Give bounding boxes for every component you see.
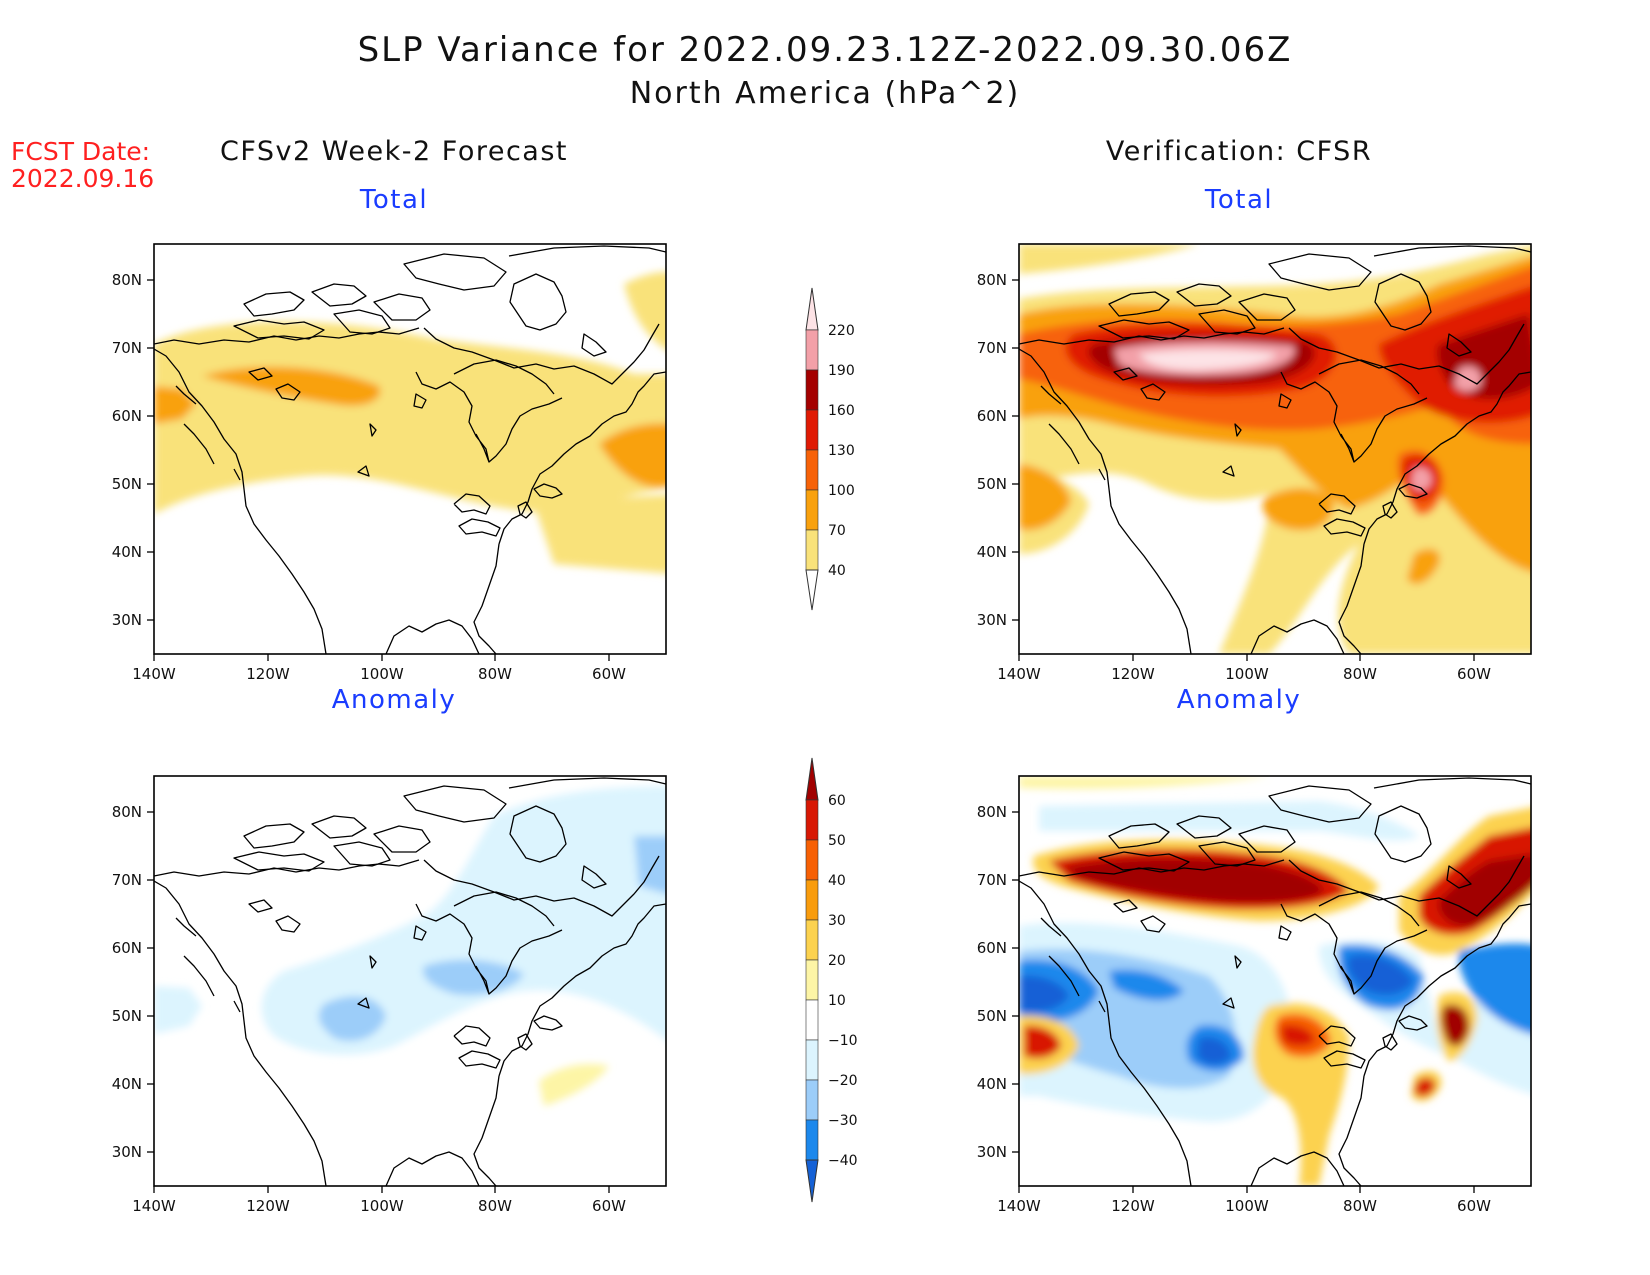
verification-anomaly-map [975, 775, 1532, 1216]
verification-total-subtitle: Total [1204, 185, 1274, 215]
verification-total-map [975, 243, 1532, 684]
svg-text:−10: −10 [828, 1033, 858, 1049]
svg-text:20: 20 [828, 953, 846, 969]
svg-text:40: 40 [828, 873, 846, 889]
forecast-anomaly-map [110, 775, 667, 1216]
svg-text:220: 220 [828, 323, 855, 339]
forecast-column-title: CFSv2 Week-2 Forecast [219, 136, 568, 167]
forecast-total-subtitle: Total [359, 185, 429, 215]
svg-text:130: 130 [828, 443, 855, 459]
fcst-date-label: FCST Date: [11, 137, 151, 166]
total-colorbar: 220 190 160 130 100 70 40 [805, 287, 855, 611]
verification-anomaly-subtitle: Anomaly [1176, 685, 1302, 715]
svg-text:−40: −40 [828, 1153, 858, 1169]
svg-text:190: 190 [828, 363, 855, 379]
svg-text:40: 40 [828, 563, 846, 579]
fcst-date-block: FCST Date: 2022.09.16 [11, 138, 154, 192]
forecast-total-map [110, 243, 667, 684]
svg-text:10: 10 [828, 993, 846, 1009]
svg-text:100: 100 [828, 483, 855, 499]
anomaly-colorbar: 60 50 40 30 20 10 −10 −20 −30 −40 [805, 757, 858, 1203]
fcst-date-value: 2022.09.16 [11, 164, 155, 193]
svg-text:70: 70 [828, 523, 846, 539]
svg-text:60: 60 [828, 793, 846, 809]
forecast-anomaly-subtitle: Anomaly [331, 685, 457, 715]
svg-text:−20: −20 [828, 1073, 858, 1089]
page-title: SLP Variance for 2022.09.23.12Z-2022.09.… [357, 30, 1293, 70]
svg-text:160: 160 [828, 403, 855, 419]
page-subtitle: North America (hPa^2) [629, 76, 1021, 111]
svg-text:−30: −30 [828, 1113, 858, 1129]
verification-column-title: Verification: CFSR [1105, 136, 1373, 167]
svg-text:50: 50 [828, 833, 846, 849]
svg-text:30: 30 [828, 913, 846, 929]
